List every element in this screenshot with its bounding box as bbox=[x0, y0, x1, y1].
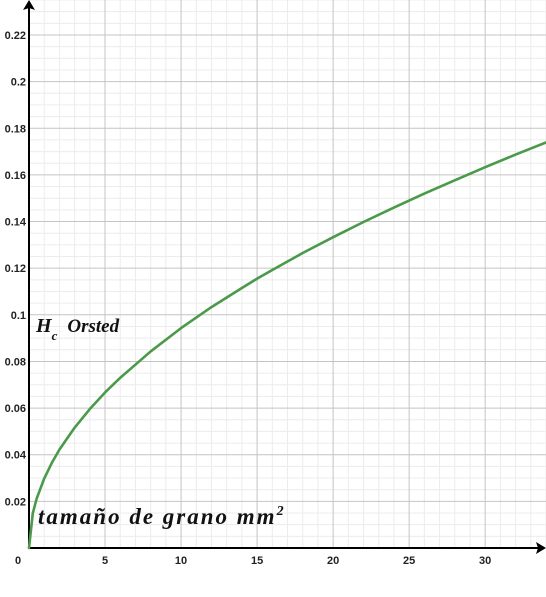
y-tick-label: 0.14 bbox=[5, 217, 27, 229]
y-tick-label: 0.12 bbox=[5, 263, 26, 275]
series-layer bbox=[27, 141, 546, 550]
y-tick-label: 0.06 bbox=[5, 403, 26, 415]
y-tick-labels: 0.02 0.04 0.06 0.08 0.1 0.12 0.14 0.16 0.18 0.2 0.… bbox=[5, 30, 27, 508]
x-axis-arrow-icon bbox=[536, 542, 546, 554]
y-axis-label-subscript: c bbox=[52, 328, 58, 343]
x-tick-label: 5 bbox=[102, 555, 108, 567]
y-axis-label-unit: Orsted bbox=[67, 316, 119, 337]
y-axis-label-main: H bbox=[35, 315, 53, 337]
x-tick-label: 20 bbox=[327, 555, 339, 567]
y-tick-label: 0.22 bbox=[5, 30, 26, 42]
y-tick-label: 0.16 bbox=[5, 170, 26, 182]
x-tick-label: 25 bbox=[403, 555, 415, 567]
minor-grid bbox=[29, 0, 546, 548]
x-tick-label: 15 bbox=[251, 555, 263, 567]
x-tick-label: 30 bbox=[479, 555, 491, 567]
y-tick-label: 0.04 bbox=[5, 450, 27, 462]
y-axis-arrow-icon bbox=[23, 0, 35, 10]
y-tick-label: 0.18 bbox=[5, 123, 26, 135]
series-line bbox=[27, 141, 546, 550]
y-tick-label: 0.2 bbox=[11, 77, 26, 89]
x-axis-label-superscript: 2 bbox=[276, 504, 286, 519]
x-axis-label-text: tamaño de grano mm bbox=[38, 504, 277, 529]
y-tick-label: 0.08 bbox=[5, 356, 26, 368]
y-tick-label: 0.1 bbox=[11, 310, 26, 322]
axes bbox=[23, 0, 546, 554]
y-tick-label: 0.02 bbox=[5, 496, 26, 508]
y-axis-label: Hc Orsted bbox=[35, 315, 120, 343]
x-tick-label: 0 bbox=[15, 555, 21, 567]
x-tick-label: 10 bbox=[175, 555, 187, 567]
major-grid bbox=[29, 0, 546, 548]
x-tick-labels: 0 5 10 15 20 25 30 bbox=[15, 555, 491, 567]
x-axis-label: tamaño de grano mm2 bbox=[38, 504, 286, 529]
